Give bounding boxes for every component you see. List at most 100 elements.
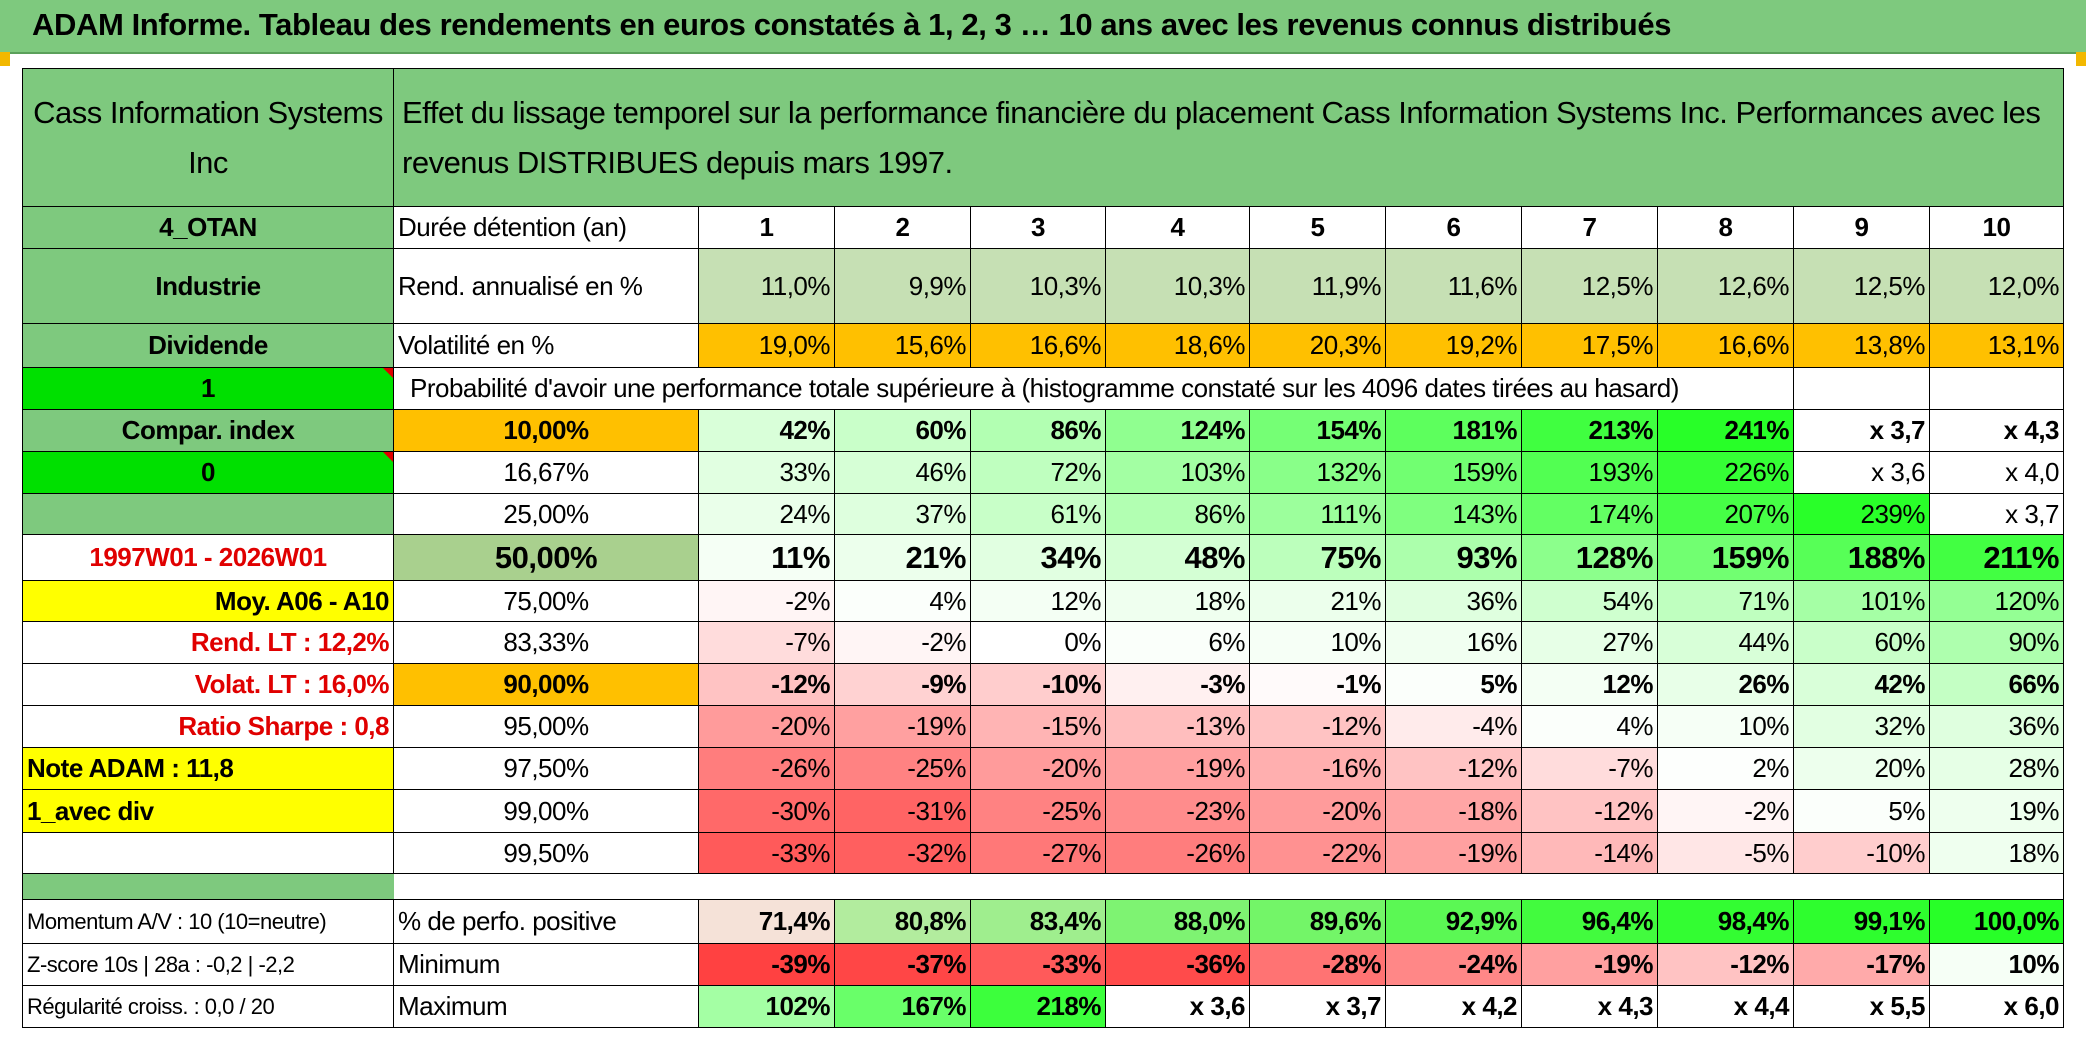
long-term-volatility: Volat. LT : 16,0%: [22, 664, 394, 706]
probability-value: 159%: [1658, 535, 1794, 581]
dividend-mode: 1_avec div: [22, 790, 394, 833]
probability-value: 213%: [1522, 410, 1658, 452]
probability-value: 33%: [699, 452, 835, 494]
probability-value: -31%: [835, 790, 971, 833]
volatility-value: 13,1%: [1930, 324, 2064, 368]
probability-value: 75%: [1250, 535, 1386, 581]
corner-marker: [2076, 52, 2086, 66]
probability-value: x 4,0: [1930, 452, 2064, 494]
volatility-label: Volatilité en %: [394, 324, 699, 368]
probability-value: 101%: [1794, 581, 1930, 622]
summary-value: -17%: [1794, 944, 1930, 986]
summary-value: 80,8%: [835, 900, 971, 944]
summary-value: 92,9%: [1386, 900, 1522, 944]
summary-value: 167%: [835, 986, 971, 1028]
compar-index-label: Compar. index: [22, 410, 394, 452]
threshold-label: 97,50%: [394, 748, 699, 790]
summary-value: 88,0%: [1106, 900, 1250, 944]
probability-value: 207%: [1658, 494, 1794, 535]
probability-value: 37%: [835, 494, 971, 535]
probability-value: 54%: [1522, 581, 1658, 622]
probability-value: 193%: [1522, 452, 1658, 494]
summary-value: -12%: [1658, 944, 1794, 986]
summary-value: x 3,7: [1250, 986, 1386, 1028]
probability-value: 18%: [1930, 833, 2064, 874]
probability-value: 90%: [1930, 622, 2064, 664]
probability-value: -7%: [1522, 748, 1658, 790]
probability-value: 86%: [1106, 494, 1250, 535]
average-label: Moy. A06 - A10: [22, 581, 394, 622]
spacer-row: [394, 874, 2064, 900]
volatility-value: 15,6%: [835, 324, 971, 368]
year-header: 10: [1930, 207, 2064, 249]
probability-value: 12%: [971, 581, 1106, 622]
volatility-value: 19,0%: [699, 324, 835, 368]
probability-value: -20%: [699, 706, 835, 748]
probability-value: x 4,3: [1930, 410, 2064, 452]
summary-value: 89,6%: [1250, 900, 1386, 944]
annual-return: 12,5%: [1522, 249, 1658, 324]
probability-value: -10%: [971, 664, 1106, 706]
summary-label: % de perfo. positive: [394, 900, 699, 944]
annual-return: 11,9%: [1250, 249, 1386, 324]
probability-value: 5%: [1794, 790, 1930, 833]
probability-value: -2%: [1658, 790, 1794, 833]
probability-value: 48%: [1106, 535, 1250, 581]
volatility-value: 16,6%: [1658, 324, 1794, 368]
summary-value: 98,4%: [1658, 900, 1794, 944]
volatility-value: 17,5%: [1522, 324, 1658, 368]
probability-value: 10%: [1658, 706, 1794, 748]
probability-value: 0%: [971, 622, 1106, 664]
summary-value: 100,0%: [1930, 900, 2064, 944]
probability-value: 103%: [1106, 452, 1250, 494]
probability-value: 36%: [1930, 706, 2064, 748]
threshold-label: 25,00%: [394, 494, 699, 535]
summary-value: x 5,5: [1794, 986, 1930, 1028]
probability-value: 36%: [1386, 581, 1522, 622]
summary-value: -33%: [971, 944, 1106, 986]
summary-value: -36%: [1106, 944, 1250, 986]
probability-value: 20%: [1794, 748, 1930, 790]
summary-value: -39%: [699, 944, 835, 986]
annual-return: 10,3%: [971, 249, 1106, 324]
report-title: ADAM Informe. Tableau des rendements en …: [32, 7, 1672, 42]
summary-value: 99,1%: [1794, 900, 1930, 944]
zscore-label: Z-score 10s | 28a : -0,2 | -2,2: [22, 944, 394, 986]
annual-return: 11,0%: [699, 249, 835, 324]
spacer-cell: [22, 874, 394, 900]
probability-value: 143%: [1386, 494, 1522, 535]
probability-value: -19%: [1106, 748, 1250, 790]
probability-value: 18%: [1106, 581, 1250, 622]
threshold-label: 10,00%: [394, 410, 699, 452]
sector-label: Industrie: [22, 249, 394, 324]
probability-value: -30%: [699, 790, 835, 833]
probability-value: 6%: [1106, 622, 1250, 664]
annual-return: 11,6%: [1386, 249, 1522, 324]
return-label: Rend. annualisé en %: [394, 249, 699, 324]
probability-value: 120%: [1930, 581, 2064, 622]
probability-value: 21%: [835, 535, 971, 581]
probability-value: -15%: [971, 706, 1106, 748]
empty-cell: [22, 833, 394, 874]
probability-value: -27%: [971, 833, 1106, 874]
probability-value: 24%: [699, 494, 835, 535]
probability-value: 16%: [1386, 622, 1522, 664]
adam-note: Note ADAM : 11,8: [22, 748, 394, 790]
year-header: 3: [971, 207, 1106, 249]
probability-value: -26%: [699, 748, 835, 790]
volatility-value: 19,2%: [1386, 324, 1522, 368]
summary-value: x 3,6: [1106, 986, 1250, 1028]
probability-value: x 3,7: [1794, 410, 1930, 452]
probability-value: -19%: [835, 706, 971, 748]
probability-value: 86%: [971, 410, 1106, 452]
probability-value: -9%: [835, 664, 971, 706]
probability-value: 181%: [1386, 410, 1522, 452]
summary-value: 102%: [699, 986, 835, 1028]
year-header: 4: [1106, 207, 1250, 249]
report-description: Effet du lissage temporel sur la perform…: [394, 68, 2064, 207]
probability-value: 11%: [699, 535, 835, 581]
compar-index-value: 0: [22, 452, 394, 494]
summary-value: -37%: [835, 944, 971, 986]
probability-value: -19%: [1386, 833, 1522, 874]
probability-value: 111%: [1250, 494, 1386, 535]
